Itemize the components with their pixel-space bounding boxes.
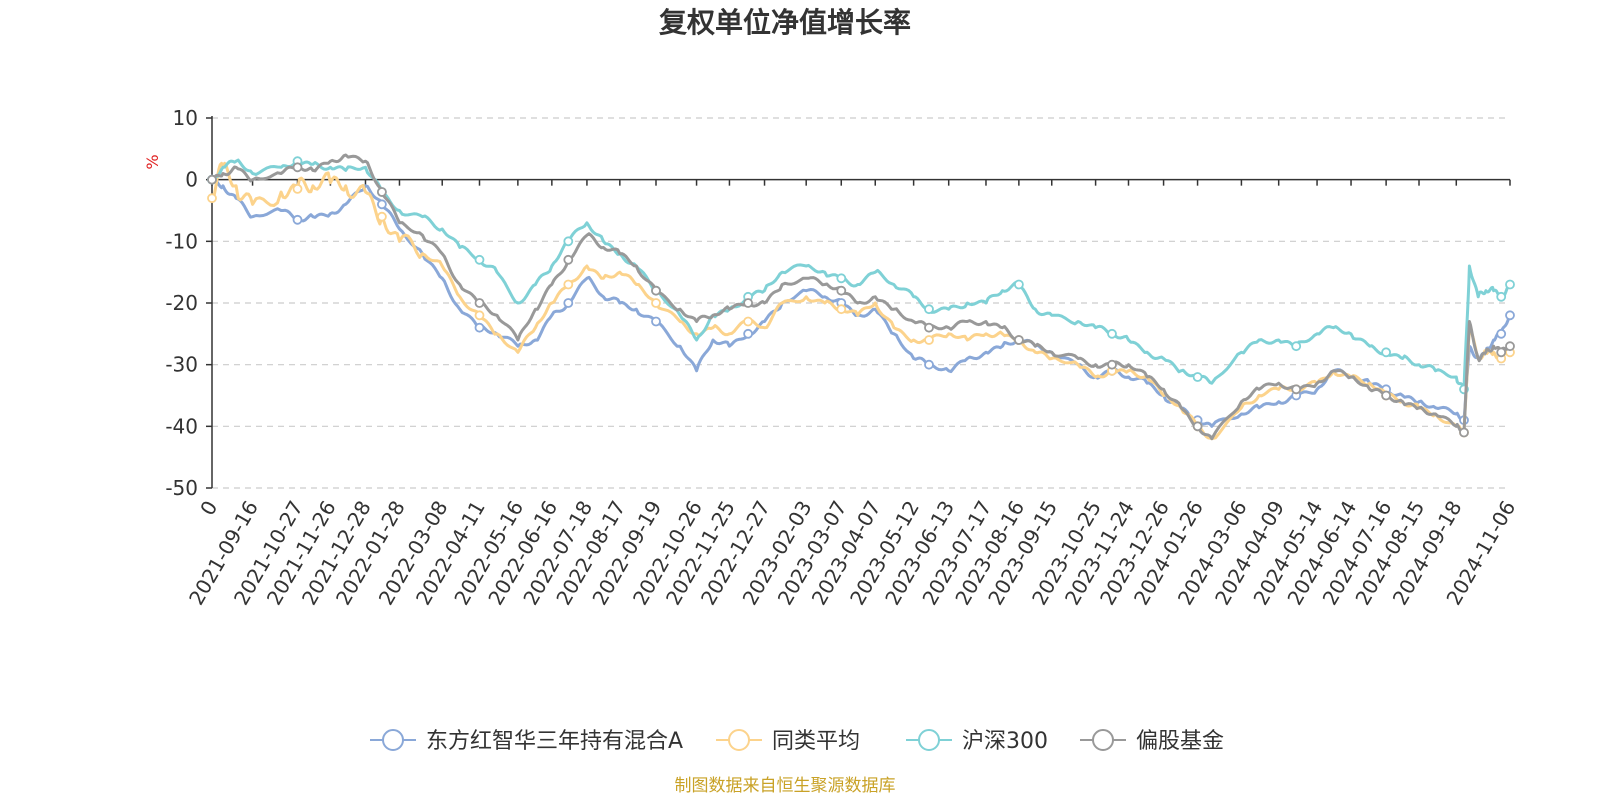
y-tick-label: 10: [173, 106, 198, 130]
series-marker: [474, 322, 485, 333]
series-marker: [651, 285, 661, 296]
series-marker: [743, 298, 753, 308]
legend-circle-icon: [918, 729, 940, 751]
series-marker: [292, 183, 303, 194]
series-marker: [376, 187, 387, 197]
y-tick-label: 0: [185, 168, 198, 192]
legend-circle-icon: [728, 729, 750, 751]
y-tick-label: -10: [165, 229, 198, 253]
series-marker: [1505, 279, 1515, 290]
legend: 东方红智华三年持有混合A 同类平均 沪深300 偏股基金: [370, 729, 1224, 754]
series-marker: [563, 236, 574, 247]
y-tick-label: -40: [165, 414, 198, 438]
series-marker: [1381, 390, 1391, 401]
series-marker: [376, 211, 387, 222]
series-marker: [743, 328, 753, 339]
series-line: [210, 158, 1511, 391]
y-tick-labels: 10 0 -10 -20 -30 -40 -50: [165, 106, 198, 500]
series-line: [211, 153, 1512, 441]
series-marker: [563, 298, 574, 308]
legend-item[interactable]: 偏股基金: [1080, 729, 1224, 754]
series-marker: [924, 304, 934, 315]
legend-item[interactable]: 东方红智华三年持有混合A: [370, 729, 683, 754]
series-marker: [207, 174, 217, 185]
series-marker: [292, 214, 303, 225]
source-note: 制图数据来自恒生聚源数据库: [675, 776, 896, 796]
legend-circle-icon: [1092, 729, 1114, 751]
series-marker: [1496, 347, 1507, 358]
series-marker: [743, 316, 753, 327]
x-tick-label: 0: [195, 497, 222, 520]
series-marker: [1459, 427, 1469, 438]
series-marker: [1014, 335, 1024, 345]
series-marker: [563, 279, 574, 290]
legend-label: 东方红智华三年持有混合A: [426, 729, 683, 754]
legend-item[interactable]: 同类平均: [716, 729, 860, 754]
series-marker: [474, 310, 485, 321]
series-marker: [924, 335, 934, 345]
series-marker: [292, 162, 303, 173]
series-marker: [1192, 421, 1203, 432]
series-marker: [1496, 291, 1507, 302]
y-tick-label: -50: [165, 476, 198, 500]
series-marker: [376, 199, 387, 210]
series-marker: [1505, 341, 1515, 352]
series-marker: [1291, 341, 1302, 352]
series-marker: [1107, 359, 1117, 370]
series-lines: [207, 153, 1515, 441]
series-marker: [474, 254, 485, 265]
series-marker: [1192, 372, 1203, 382]
legend-label: 沪深300: [962, 729, 1048, 754]
series-marker: [1381, 347, 1391, 358]
series-marker: [1107, 328, 1117, 339]
y-tick-label: -30: [165, 353, 198, 377]
series-marker: [924, 322, 934, 333]
series-marker: [1291, 384, 1302, 395]
grid-lines: [212, 117, 1510, 489]
legend-label: 同类平均: [772, 729, 860, 754]
series-marker: [651, 316, 661, 327]
y-tick-label: -20: [165, 291, 198, 315]
series-marker: [924, 359, 934, 370]
series-marker: [474, 298, 485, 308]
legend-circle-icon: [382, 729, 404, 751]
series-marker: [1014, 279, 1024, 290]
series-marker: [836, 285, 847, 296]
chart-title: 复权单位净值增长率: [659, 6, 911, 39]
series-marker: [651, 298, 661, 308]
x-tick-labels: 02021-09-162021-10-272021-11-262021-12-2…: [184, 496, 1520, 609]
series-marker: [836, 273, 847, 284]
series-marker: [1505, 310, 1515, 321]
series-marker: [207, 193, 217, 204]
legend-item[interactable]: 沪深300: [906, 729, 1048, 754]
series-marker: [563, 254, 574, 265]
series-marker: [836, 304, 847, 315]
legend-label: 偏股基金: [1136, 729, 1224, 754]
series-line: [211, 161, 1512, 441]
y-axis-label: %: [143, 154, 162, 169]
series-marker: [1496, 328, 1507, 339]
